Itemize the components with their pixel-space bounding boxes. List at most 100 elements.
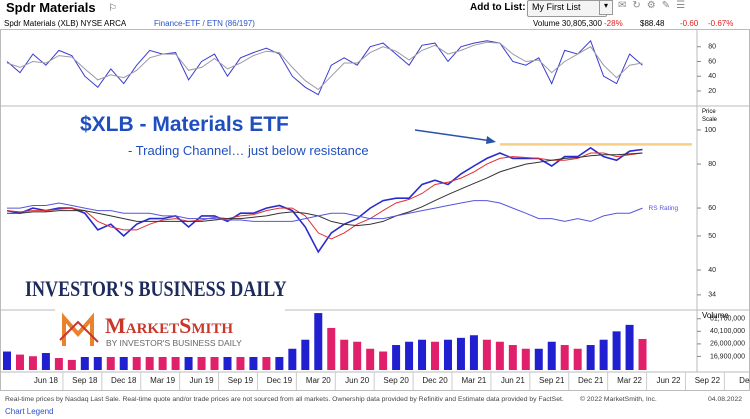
volume-bar	[158, 348, 167, 370]
dropdown-arrow[interactable]: ▾	[599, 0, 613, 15]
volume-bar	[521, 348, 530, 370]
volume-bar	[456, 337, 465, 370]
series-line	[7, 152, 643, 227]
volume-bar	[560, 345, 569, 370]
info-group[interactable]: Finance-ETF / ETN (86/197)	[154, 19, 255, 28]
y-tick-label: 20	[708, 88, 716, 95]
volume-bar	[573, 348, 582, 370]
info-volume: Volume 30,805,300	[533, 19, 602, 28]
volume-bar	[41, 353, 50, 370]
toolbar-icons[interactable]: ✉↻⚙✎☰	[618, 0, 692, 11]
volume-bar	[3, 351, 11, 370]
volume-bar	[28, 356, 37, 370]
volume-axis-label: Volume	[702, 311, 729, 320]
volume-bar	[314, 313, 323, 370]
volume-bar	[482, 339, 491, 370]
header-title: Spdr Materials	[6, 0, 96, 15]
volume-bar	[210, 354, 219, 370]
volume-bar	[379, 351, 388, 370]
x-tick-label: Dec 20	[422, 376, 448, 385]
footer-disclaimer: Real-time prices by Nasdaq Last Sale. Re…	[5, 396, 564, 403]
y-tick-label: 80	[708, 161, 716, 168]
y-tick-label: 60	[708, 205, 716, 212]
volume-bar	[418, 339, 427, 370]
volume-bar	[288, 348, 297, 370]
x-tick-label: Dec 19	[267, 376, 293, 385]
y-tick-label: 80	[708, 44, 716, 51]
volume-bar	[534, 348, 543, 370]
series-line	[6, 41, 643, 91]
volume-bar	[625, 324, 634, 370]
volume-bar	[145, 345, 154, 370]
volume-bar	[638, 338, 647, 370]
volume-bar	[612, 331, 621, 370]
annotation-arrow	[414, 129, 493, 142]
volume-bar	[353, 341, 362, 370]
x-tick-label: Jun 21	[501, 376, 526, 385]
volume-bar	[197, 348, 206, 370]
x-tick-label: Sep 20	[383, 376, 409, 385]
info-change-pct: -0.67%	[708, 19, 734, 28]
volume-bar	[262, 354, 271, 370]
volume-bar	[15, 354, 24, 370]
volume-bar	[106, 345, 115, 370]
series-line	[7, 200, 643, 222]
volume-bar	[275, 351, 284, 370]
volume-bar	[586, 345, 595, 370]
series-line	[6, 152, 643, 240]
volume-bar	[443, 339, 452, 370]
x-tick-label: Mar 20	[306, 376, 331, 385]
x-tick-label: Dec	[739, 376, 750, 385]
volume-bar	[366, 348, 375, 370]
x-tick-label: Sep 22	[695, 376, 721, 385]
volume-bar	[495, 341, 504, 370]
arrow-head	[486, 136, 496, 144]
volume-bar	[301, 339, 310, 370]
volume-bar	[392, 345, 401, 370]
y-tick-label: 50	[708, 233, 716, 240]
volume-bar	[599, 339, 608, 370]
info-price: $88.48	[640, 19, 665, 28]
annotation-title: $XLB - Materials ETF	[80, 113, 289, 136]
y-tick-label: 40	[708, 73, 716, 80]
marketsmith-logo-text: MarketSmith	[105, 313, 234, 338]
price-axis-label: Price Scale	[702, 109, 718, 123]
x-tick-label: Dec 18	[111, 376, 137, 385]
logo-icon	[62, 312, 94, 346]
x-tick-label: Sep 18	[72, 376, 98, 385]
volume-bar	[249, 351, 258, 370]
volume-bar	[508, 345, 517, 370]
x-tick-label: Jun 20	[345, 376, 370, 385]
x-tick-label: Jun 22	[656, 376, 681, 385]
y-tick-label: 40,100,000	[710, 328, 745, 335]
x-tick-label: Mar 21	[461, 376, 486, 385]
footer-copyright: © 2022 MarketSmith, Inc.	[580, 396, 657, 403]
volume-bar	[67, 359, 76, 370]
flag-icon[interactable]: ⚐	[108, 3, 117, 14]
y-tick-label: 16,900,000	[710, 353, 745, 360]
list-dropdown[interactable]: My First List	[527, 0, 607, 17]
chart-legend-link[interactable]: Chart Legend	[5, 407, 54, 416]
volume-bar	[340, 339, 349, 370]
x-tick-label: Mar 19	[150, 376, 175, 385]
volume-bar	[327, 327, 336, 370]
volume-bar	[236, 351, 245, 370]
info-symbol: Spdr Materials (XLB) NYSE ARCA	[4, 19, 127, 28]
x-tick-label: Jun 18	[34, 376, 59, 385]
info-volume-change: -28%	[604, 19, 623, 28]
volume-bar	[547, 341, 556, 370]
volume-bar	[184, 345, 193, 370]
volume-bar	[171, 351, 180, 370]
annotation-text: - Trading Channel… just below resistance	[128, 143, 369, 158]
x-tick-label: Mar 22	[617, 376, 642, 385]
logo-icon	[59, 320, 99, 343]
series-line	[6, 39, 643, 96]
ibd-logo: INVESTOR'S BUSINESS DAILY	[25, 276, 287, 301]
volume-bar	[80, 356, 89, 370]
x-tick-label: Jun 19	[190, 376, 215, 385]
footer-date: 04.08.2022	[708, 396, 743, 403]
x-tick-label: Sep 19	[228, 376, 254, 385]
marketsmith-logo-sub: BY INVESTOR'S BUSINESS DAILY	[106, 338, 242, 348]
